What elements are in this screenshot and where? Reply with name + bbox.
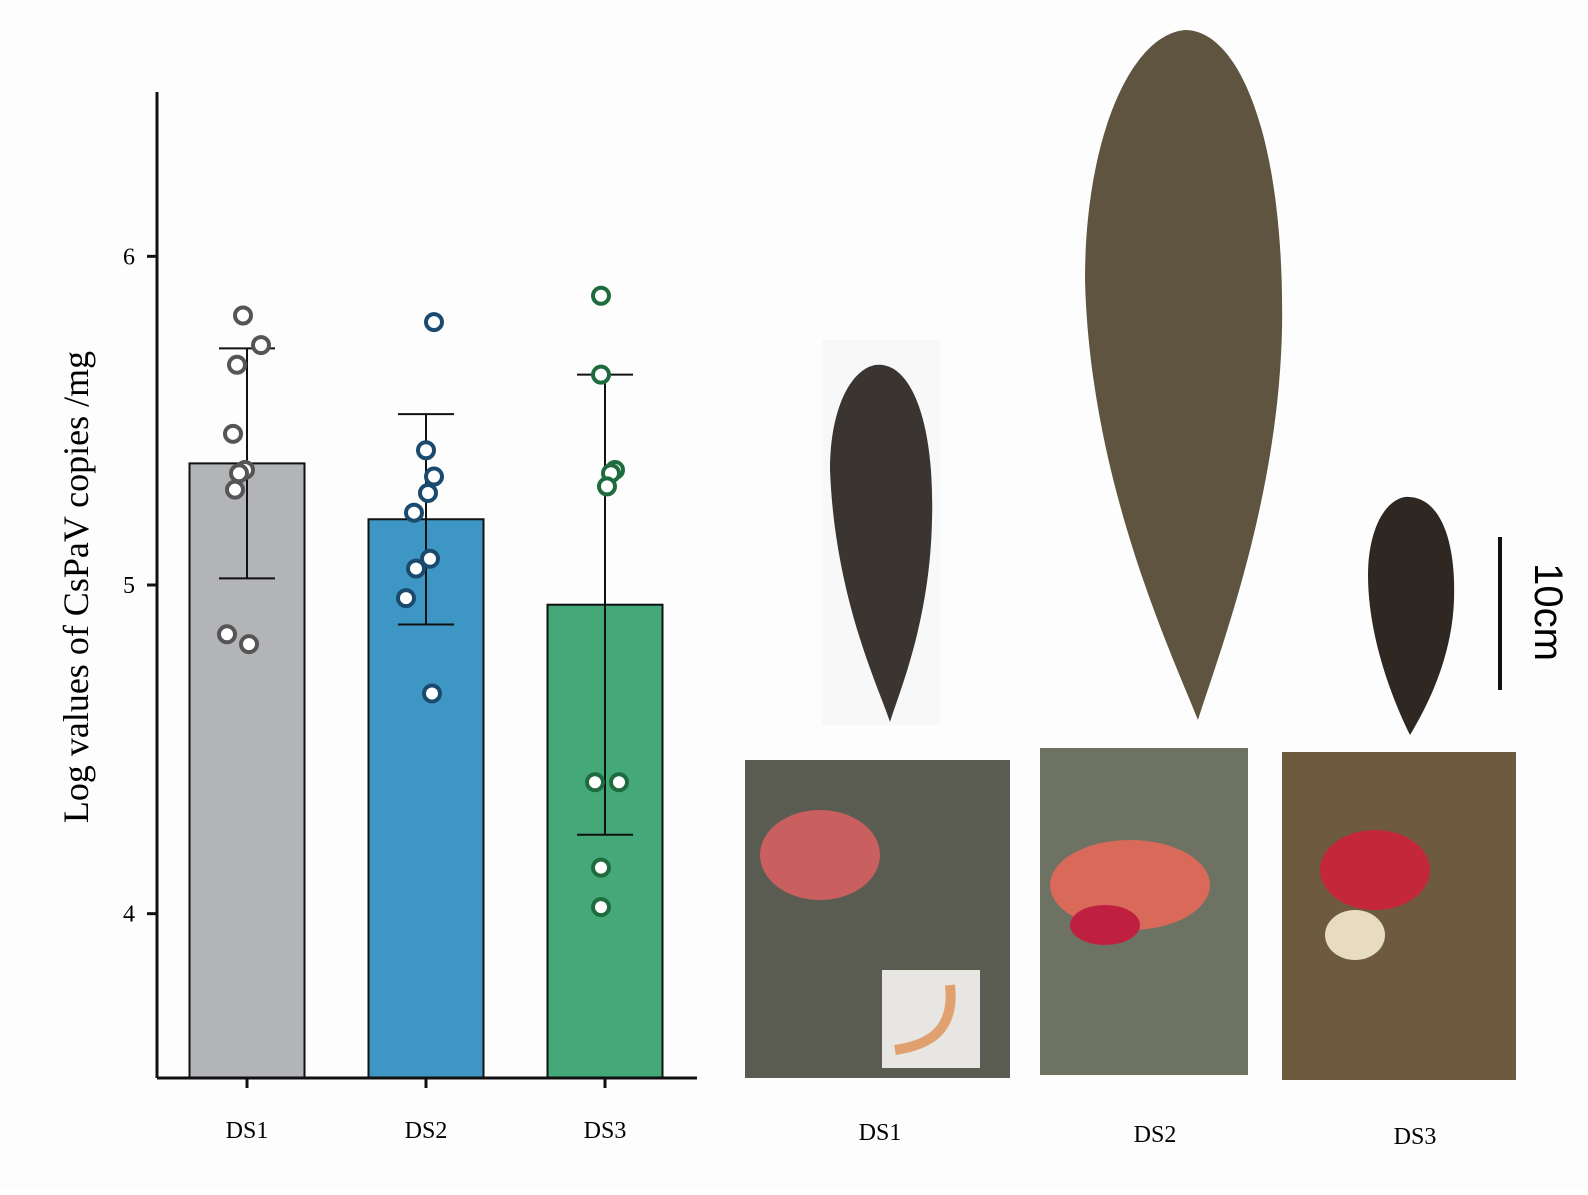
data-point: [225, 479, 245, 500]
photo-label: DS3: [1394, 1124, 1437, 1150]
y-tick-label: 6: [123, 244, 135, 270]
data-point: [251, 335, 271, 356]
data-point: [591, 897, 611, 918]
data-point: [229, 463, 249, 484]
data-point: [404, 502, 424, 523]
data-point: [239, 634, 259, 655]
data-point: [227, 354, 247, 375]
data-point: [217, 624, 237, 645]
data-point: [233, 305, 253, 326]
data-point: [591, 285, 611, 306]
data-point: [223, 423, 243, 444]
data-point: [396, 588, 416, 609]
x-tick-label: DS2: [405, 1118, 448, 1144]
data-point: [420, 548, 440, 569]
data-point: [406, 558, 426, 579]
x-tick-label: DS3: [584, 1118, 627, 1144]
y-axis-label: Log values of CsPaV copies /mg: [56, 351, 96, 823]
dissection-ds3: [1282, 752, 1516, 1080]
photo-label: DS2: [1134, 1122, 1177, 1148]
y-tick-label: 5: [123, 573, 135, 599]
data-point: [422, 683, 442, 704]
fish-ds3: [1368, 496, 1455, 735]
data-point: [585, 772, 605, 793]
y-tick-label: 4: [123, 902, 135, 928]
data-point: [416, 440, 436, 461]
data-point: [609, 772, 629, 793]
x-tick-label: DS1: [226, 1118, 269, 1144]
photos: [745, 30, 1516, 1080]
data-point: [597, 476, 617, 497]
photo-label: DS1: [859, 1120, 902, 1146]
scale-bar-label: 10cm: [1526, 563, 1570, 661]
data-point: [424, 466, 444, 487]
data-point: [424, 312, 444, 333]
data-point: [418, 482, 438, 503]
data-point: [591, 364, 611, 385]
fish-ds1: [830, 364, 933, 722]
fish-ds2: [1085, 30, 1283, 720]
data-point: [591, 857, 611, 878]
